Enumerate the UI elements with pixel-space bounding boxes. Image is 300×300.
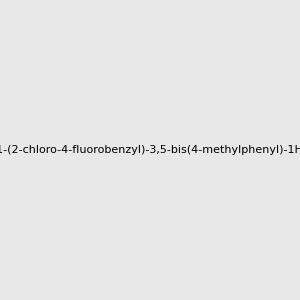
- Text: 4-bromo-1-(2-chloro-4-fluorobenzyl)-3,5-bis(4-methylphenyl)-1H-pyrazole: 4-bromo-1-(2-chloro-4-fluorobenzyl)-3,5-…: [0, 145, 300, 155]
